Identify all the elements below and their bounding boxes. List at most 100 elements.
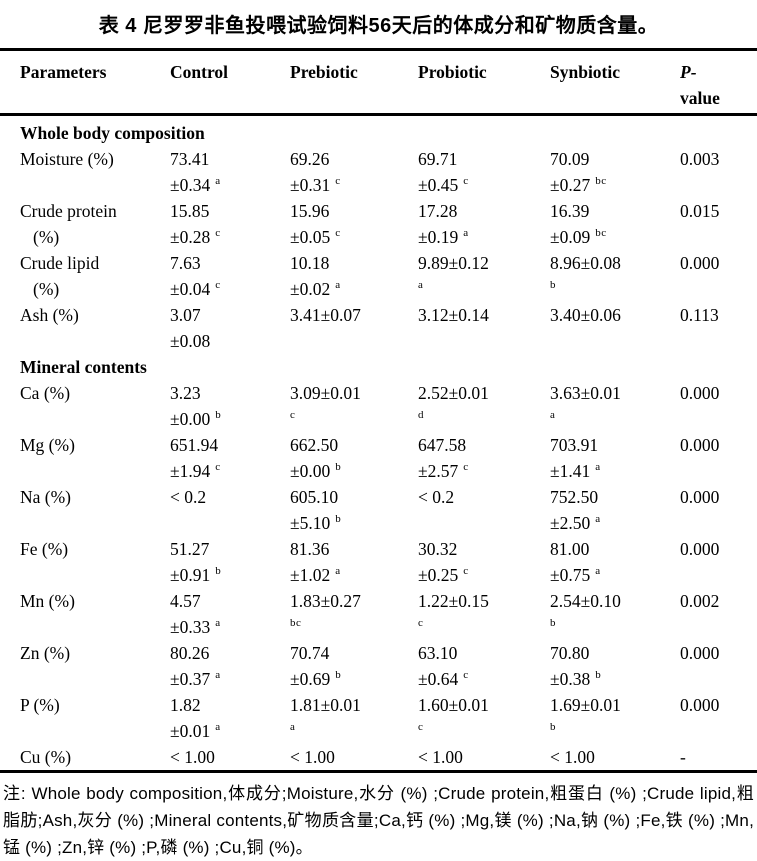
value-cell: 3.09±0.01 c xyxy=(290,383,361,422)
parameter-cell: Moisture (%) xyxy=(20,149,114,169)
value-cell: 15.96 ±0.05 c xyxy=(290,201,341,247)
value-cell: 70.09 ±0.27 bc xyxy=(550,149,607,195)
value-cell: 605.10 ±5.10 b xyxy=(290,487,342,533)
table-row: Crude protein (%) 15.85 ±0.28 c 15.96 ±0.05 c 17… xyxy=(0,198,757,250)
value-cell: 69.26 ±0.31 c xyxy=(290,149,341,195)
value-cell: 1.69±0.01 b xyxy=(550,695,621,734)
value-cell: 1.81±0.01 a xyxy=(290,695,361,734)
value-cell: 10.18 ±0.02 a xyxy=(290,253,341,299)
value-cell: 7.63 ±0.04 c xyxy=(170,253,221,299)
table-row: Cu (%) < 1.00 < 1.00 < 1.00 < 1.00 - xyxy=(0,744,757,770)
parameter-cell: P (%) xyxy=(20,695,60,715)
top-rule xyxy=(0,48,757,51)
table-row: Ash (%) 3.07 ±0.08 3.41±0.07 3.12±0.14 3.40±0… xyxy=(0,302,757,354)
value-cell: 15.85 ±0.28 c xyxy=(170,201,221,247)
p-value-cell: 0.000 xyxy=(680,253,720,273)
value-cell: 17.28 ±0.19 a xyxy=(418,201,469,247)
header-control: Control xyxy=(170,62,229,82)
value-cell: 16.39 ±0.09 bc xyxy=(550,201,607,247)
p-value-cell: 0.000 xyxy=(680,383,720,403)
p-value-cell: 0.000 xyxy=(680,695,720,715)
value-cell: 2.54±0.10 b xyxy=(550,591,621,630)
value-cell: 1.60±0.01 c xyxy=(418,695,489,734)
value-cell: 2.52±0.01 d xyxy=(418,383,489,422)
parameter-cell: Fe (%) xyxy=(20,539,69,559)
value-cell: < 1.00 xyxy=(290,747,335,767)
value-cell: 3.12±0.14 xyxy=(418,305,489,325)
p-value-cell: - xyxy=(680,747,686,767)
table-title: 表 4 尼罗罗非鱼投喂试验饲料56天后的体成分和矿物质含量。 xyxy=(98,15,659,37)
value-cell: 81.36 ±1.02 a xyxy=(290,539,341,585)
value-cell: < 1.00 xyxy=(418,747,463,767)
results-table: Parameters Control Prebiotic Probiotic S… xyxy=(0,51,757,770)
parameter-cell: Zn (%) xyxy=(20,643,71,663)
value-cell: 1.82 ±0.01 a xyxy=(170,695,221,741)
value-cell: 3.40±0.06 xyxy=(550,305,621,325)
p-value-cell: 0.000 xyxy=(680,539,720,559)
value-cell: 80.26 ±0.37 a xyxy=(170,643,221,689)
value-cell: 51.27 ±0.91 b xyxy=(170,539,222,585)
parameter-cell: Crude protein (%) xyxy=(20,201,117,247)
table-row: Na (%) < 0.2 605.10 ±5.10 b < 0.2 752.50 ±2.50 a… xyxy=(0,484,757,536)
section-label: Mineral contents xyxy=(20,357,147,377)
value-cell: 3.23 ±0.00 b xyxy=(170,383,222,429)
value-cell: 63.10 ±0.64 c xyxy=(418,643,469,689)
value-cell: 752.50 ±2.50 a xyxy=(550,487,601,533)
section-row: Whole body composition xyxy=(0,115,757,147)
p-value-line1: P- xyxy=(680,62,697,82)
table-header: Parameters Control Prebiotic Probiotic S… xyxy=(0,51,757,115)
value-cell: 69.71 ±0.45 c xyxy=(418,149,469,195)
header-prebiotic: Prebiotic xyxy=(290,62,358,82)
parameter-cell: Mn (%) xyxy=(20,591,75,611)
p-value-cell: 0.015 xyxy=(680,201,720,221)
header-p-value: P- value xyxy=(680,51,757,115)
parameter-cell: Mg (%) xyxy=(20,435,75,455)
header-synbiotic: Synbiotic xyxy=(550,62,621,82)
parameter-cell: Cu (%) xyxy=(20,747,72,767)
table-row: Fe (%) 51.27 ±0.91 b 81.36 ±1.02 a 30.32 ±0.25 c 8… xyxy=(0,536,757,588)
p-value-cell: 0.000 xyxy=(680,643,720,663)
value-cell: 3.41±0.07 xyxy=(290,305,361,325)
value-cell: < 0.2 xyxy=(170,487,207,507)
table-row: Mg (%) 651.94 ±1.94 c 662.50 ±0.00 b 647.58 ±2.5… xyxy=(0,432,757,484)
value-cell: 70.74 ±0.69 b xyxy=(290,643,342,689)
parameter-cell: Ca (%) xyxy=(20,383,71,403)
p-value-cell: 0.113 xyxy=(680,305,719,325)
parameter-cell: Na (%) xyxy=(20,487,72,507)
p-value-cell: 0.003 xyxy=(680,149,720,169)
p-value-line2: value xyxy=(680,88,720,108)
table-row: P (%) 1.82 ±0.01 a 1.81±0.01 a 1.60±0.01 c 1.69±… xyxy=(0,692,757,744)
parameter-cell: Crude lipid (%) xyxy=(20,253,100,299)
table-row: Moisture (%) 73.41 ±0.34 a 69.26 ±0.31 c 69.71 ±… xyxy=(0,146,757,198)
value-cell: 662.50 ±0.00 b xyxy=(290,435,342,481)
value-cell: 703.91 ±1.41 a xyxy=(550,435,601,481)
header-parameters: Parameters xyxy=(20,62,107,82)
value-cell: 70.80 ±0.38 b xyxy=(550,643,602,689)
value-cell: 647.58 ±2.57 c xyxy=(418,435,469,481)
table-body: Whole body composition Moisture (%) 73.41 ±… xyxy=(0,115,757,771)
value-cell: 1.22±0.15 c xyxy=(418,591,489,630)
table-row: Mn (%) 4.57 ±0.33 a 1.83±0.27 bc 1.22±0.15 c 2.5… xyxy=(0,588,757,640)
section-row: Mineral contents xyxy=(0,354,757,380)
header-row: Parameters Control Prebiotic Probiotic S… xyxy=(0,51,757,115)
value-cell: 1.83±0.27 bc xyxy=(290,591,361,630)
table-footnote: 注: Whole body composition,体成分;Moisture,水… xyxy=(3,784,754,857)
value-cell: 9.89±0.12 a xyxy=(418,253,489,292)
value-cell: 8.96±0.08 b xyxy=(550,253,621,292)
p-value-cell: 0.000 xyxy=(680,435,720,455)
table-row: Crude lipid (%) 7.63 ±0.04 c 10.18 ±0.02 a 9.89±… xyxy=(0,250,757,302)
value-cell: 81.00 ±0.75 a xyxy=(550,539,601,585)
table-row: Zn (%) 80.26 ±0.37 a 70.74 ±0.69 b 63.10 ±0.64 c 7… xyxy=(0,640,757,692)
value-cell: < 1.00 xyxy=(170,747,215,767)
value-cell: < 0.2 xyxy=(418,487,455,507)
value-cell: < 1.00 xyxy=(550,747,595,767)
section-label: Whole body composition xyxy=(20,123,205,143)
value-cell: 3.07 ±0.08 xyxy=(170,305,211,351)
header-probiotic: Probiotic xyxy=(418,62,487,82)
value-cell: 30.32 ±0.25 c xyxy=(418,539,469,585)
bottom-rule xyxy=(0,770,757,773)
value-cell: 4.57 ±0.33 a xyxy=(170,591,221,637)
value-cell: 651.94 ±1.94 c xyxy=(170,435,221,481)
p-value-cell: 0.000 xyxy=(680,487,720,507)
